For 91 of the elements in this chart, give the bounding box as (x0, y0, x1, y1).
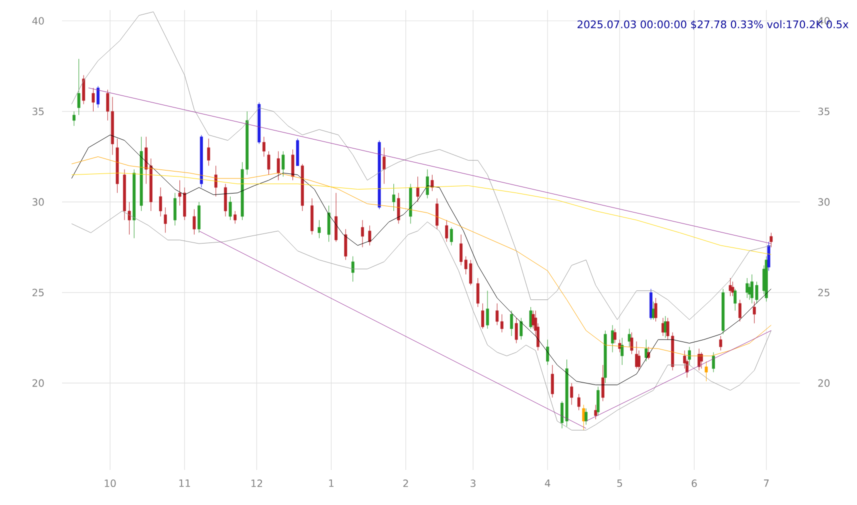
candlestick (770, 232, 773, 248)
candlestick (334, 192, 338, 242)
candlestick (731, 281, 734, 296)
x-tick-label: 3 (470, 480, 476, 488)
candlestick (267, 151, 270, 176)
x-tick-label: 10 (104, 480, 116, 488)
candlestick (476, 278, 480, 308)
candlestick (584, 408, 588, 425)
candlestick (700, 352, 703, 369)
candlestick (234, 210, 237, 224)
candlestick (752, 301, 756, 324)
candlestick (481, 303, 484, 329)
x-tick-label: 2 (403, 480, 408, 487)
x-tick-label: 11 (179, 480, 190, 487)
candlestick (570, 382, 574, 406)
candlestick (630, 332, 634, 354)
candlestick (159, 187, 162, 217)
candlestick (628, 328, 631, 348)
candlestick (207, 138, 210, 166)
candlestick (382, 147, 386, 184)
candlestick (392, 184, 396, 212)
candlestick (318, 220, 321, 238)
candlestick (344, 228, 348, 260)
candlestick (618, 339, 622, 353)
candlestick (416, 176, 420, 202)
candlestick (282, 151, 285, 177)
candlestick (426, 169, 429, 199)
candlestick (228, 196, 232, 220)
candlestick (92, 88, 95, 112)
y2-tick-label: 25 (818, 288, 830, 296)
candlestick (174, 192, 176, 226)
candlestick (164, 207, 167, 234)
candlestick (72, 111, 76, 126)
candlestick (704, 361, 708, 382)
y-tick-label: 40 (32, 17, 44, 25)
candlestick (291, 149, 294, 180)
y2-tick-label: 30 (818, 198, 830, 206)
x-tick-label: 12 (251, 480, 262, 487)
y-tick-label: 25 (32, 288, 44, 296)
candlestick (577, 394, 580, 410)
candlestick (397, 192, 400, 224)
candlestick (594, 404, 598, 420)
candlestick (601, 364, 604, 402)
candlestick (734, 288, 737, 311)
y-tick-label: 20 (32, 379, 44, 387)
candlestick (510, 310, 514, 336)
candlestick (688, 346, 691, 366)
candlestick (613, 328, 616, 344)
candlestick (550, 364, 554, 398)
y2-tick-label: 35 (818, 108, 830, 116)
candlestick (77, 58, 80, 116)
candlestick (582, 404, 586, 430)
candlestick (620, 338, 624, 366)
candlestick (198, 202, 200, 234)
candlestick (654, 298, 658, 322)
candlestick (450, 227, 453, 246)
candlestick (712, 352, 715, 372)
x-tick-label: 1 (329, 480, 334, 487)
candlestick (327, 205, 330, 242)
candlestick (644, 339, 648, 362)
x-tick-label: 7 (764, 480, 769, 487)
candlestick (361, 220, 364, 248)
candlestick (96, 86, 100, 108)
candlestick (445, 220, 448, 242)
candlestick (514, 318, 518, 344)
y2-tick-label: 20 (818, 379, 830, 387)
candlestick (82, 74, 86, 104)
line-series (71, 134, 772, 386)
x-tick-label: 4 (544, 480, 550, 487)
candlestick (728, 278, 732, 296)
candlestick (596, 386, 600, 416)
candlestick (368, 225, 372, 246)
candlestick (214, 165, 218, 197)
candlestick (546, 339, 550, 366)
y-tick-label: 30 (32, 198, 44, 206)
candlestick (436, 198, 438, 230)
candlestick (520, 318, 523, 340)
line-series (71, 210, 772, 430)
candlestick (192, 208, 196, 235)
candlestick (351, 256, 354, 282)
candlestick (611, 324, 614, 353)
candlestick (738, 300, 742, 322)
x-tick-label: 6 (692, 480, 697, 488)
candlestick (276, 151, 280, 180)
candlestick (224, 184, 227, 217)
candlestick (486, 290, 489, 329)
candlestick (719, 336, 722, 351)
candlestick (262, 136, 266, 157)
candlestick (767, 242, 770, 272)
y-tick-label: 35 (32, 108, 44, 116)
x-tick-label: 5 (617, 480, 622, 487)
